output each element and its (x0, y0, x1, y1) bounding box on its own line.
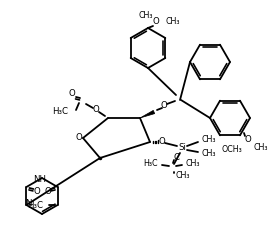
Text: O: O (44, 186, 51, 195)
Text: CH₃: CH₃ (176, 171, 190, 181)
Text: NH: NH (33, 176, 47, 185)
Text: O: O (159, 138, 165, 146)
Text: O: O (153, 18, 159, 26)
Text: O: O (33, 186, 40, 195)
Text: O: O (245, 136, 251, 144)
Text: CH₃: CH₃ (166, 18, 181, 26)
Text: H₃C: H₃C (27, 201, 44, 209)
Text: O: O (93, 105, 99, 115)
Text: CH₃: CH₃ (254, 144, 268, 152)
Text: CH₃: CH₃ (139, 12, 153, 21)
Text: N: N (25, 200, 32, 208)
Polygon shape (140, 110, 155, 118)
Text: CH₃: CH₃ (202, 149, 217, 159)
Text: H₃C: H₃C (144, 160, 158, 168)
Text: CH₃: CH₃ (186, 160, 200, 168)
Text: O: O (69, 89, 75, 99)
Text: C: C (173, 153, 179, 163)
Text: Si: Si (178, 144, 186, 152)
Text: CH₃: CH₃ (202, 136, 217, 144)
Text: OCH₃: OCH₃ (222, 145, 242, 155)
Text: H₃C: H₃C (52, 107, 68, 117)
Text: O: O (161, 102, 167, 110)
Text: O: O (76, 133, 82, 143)
